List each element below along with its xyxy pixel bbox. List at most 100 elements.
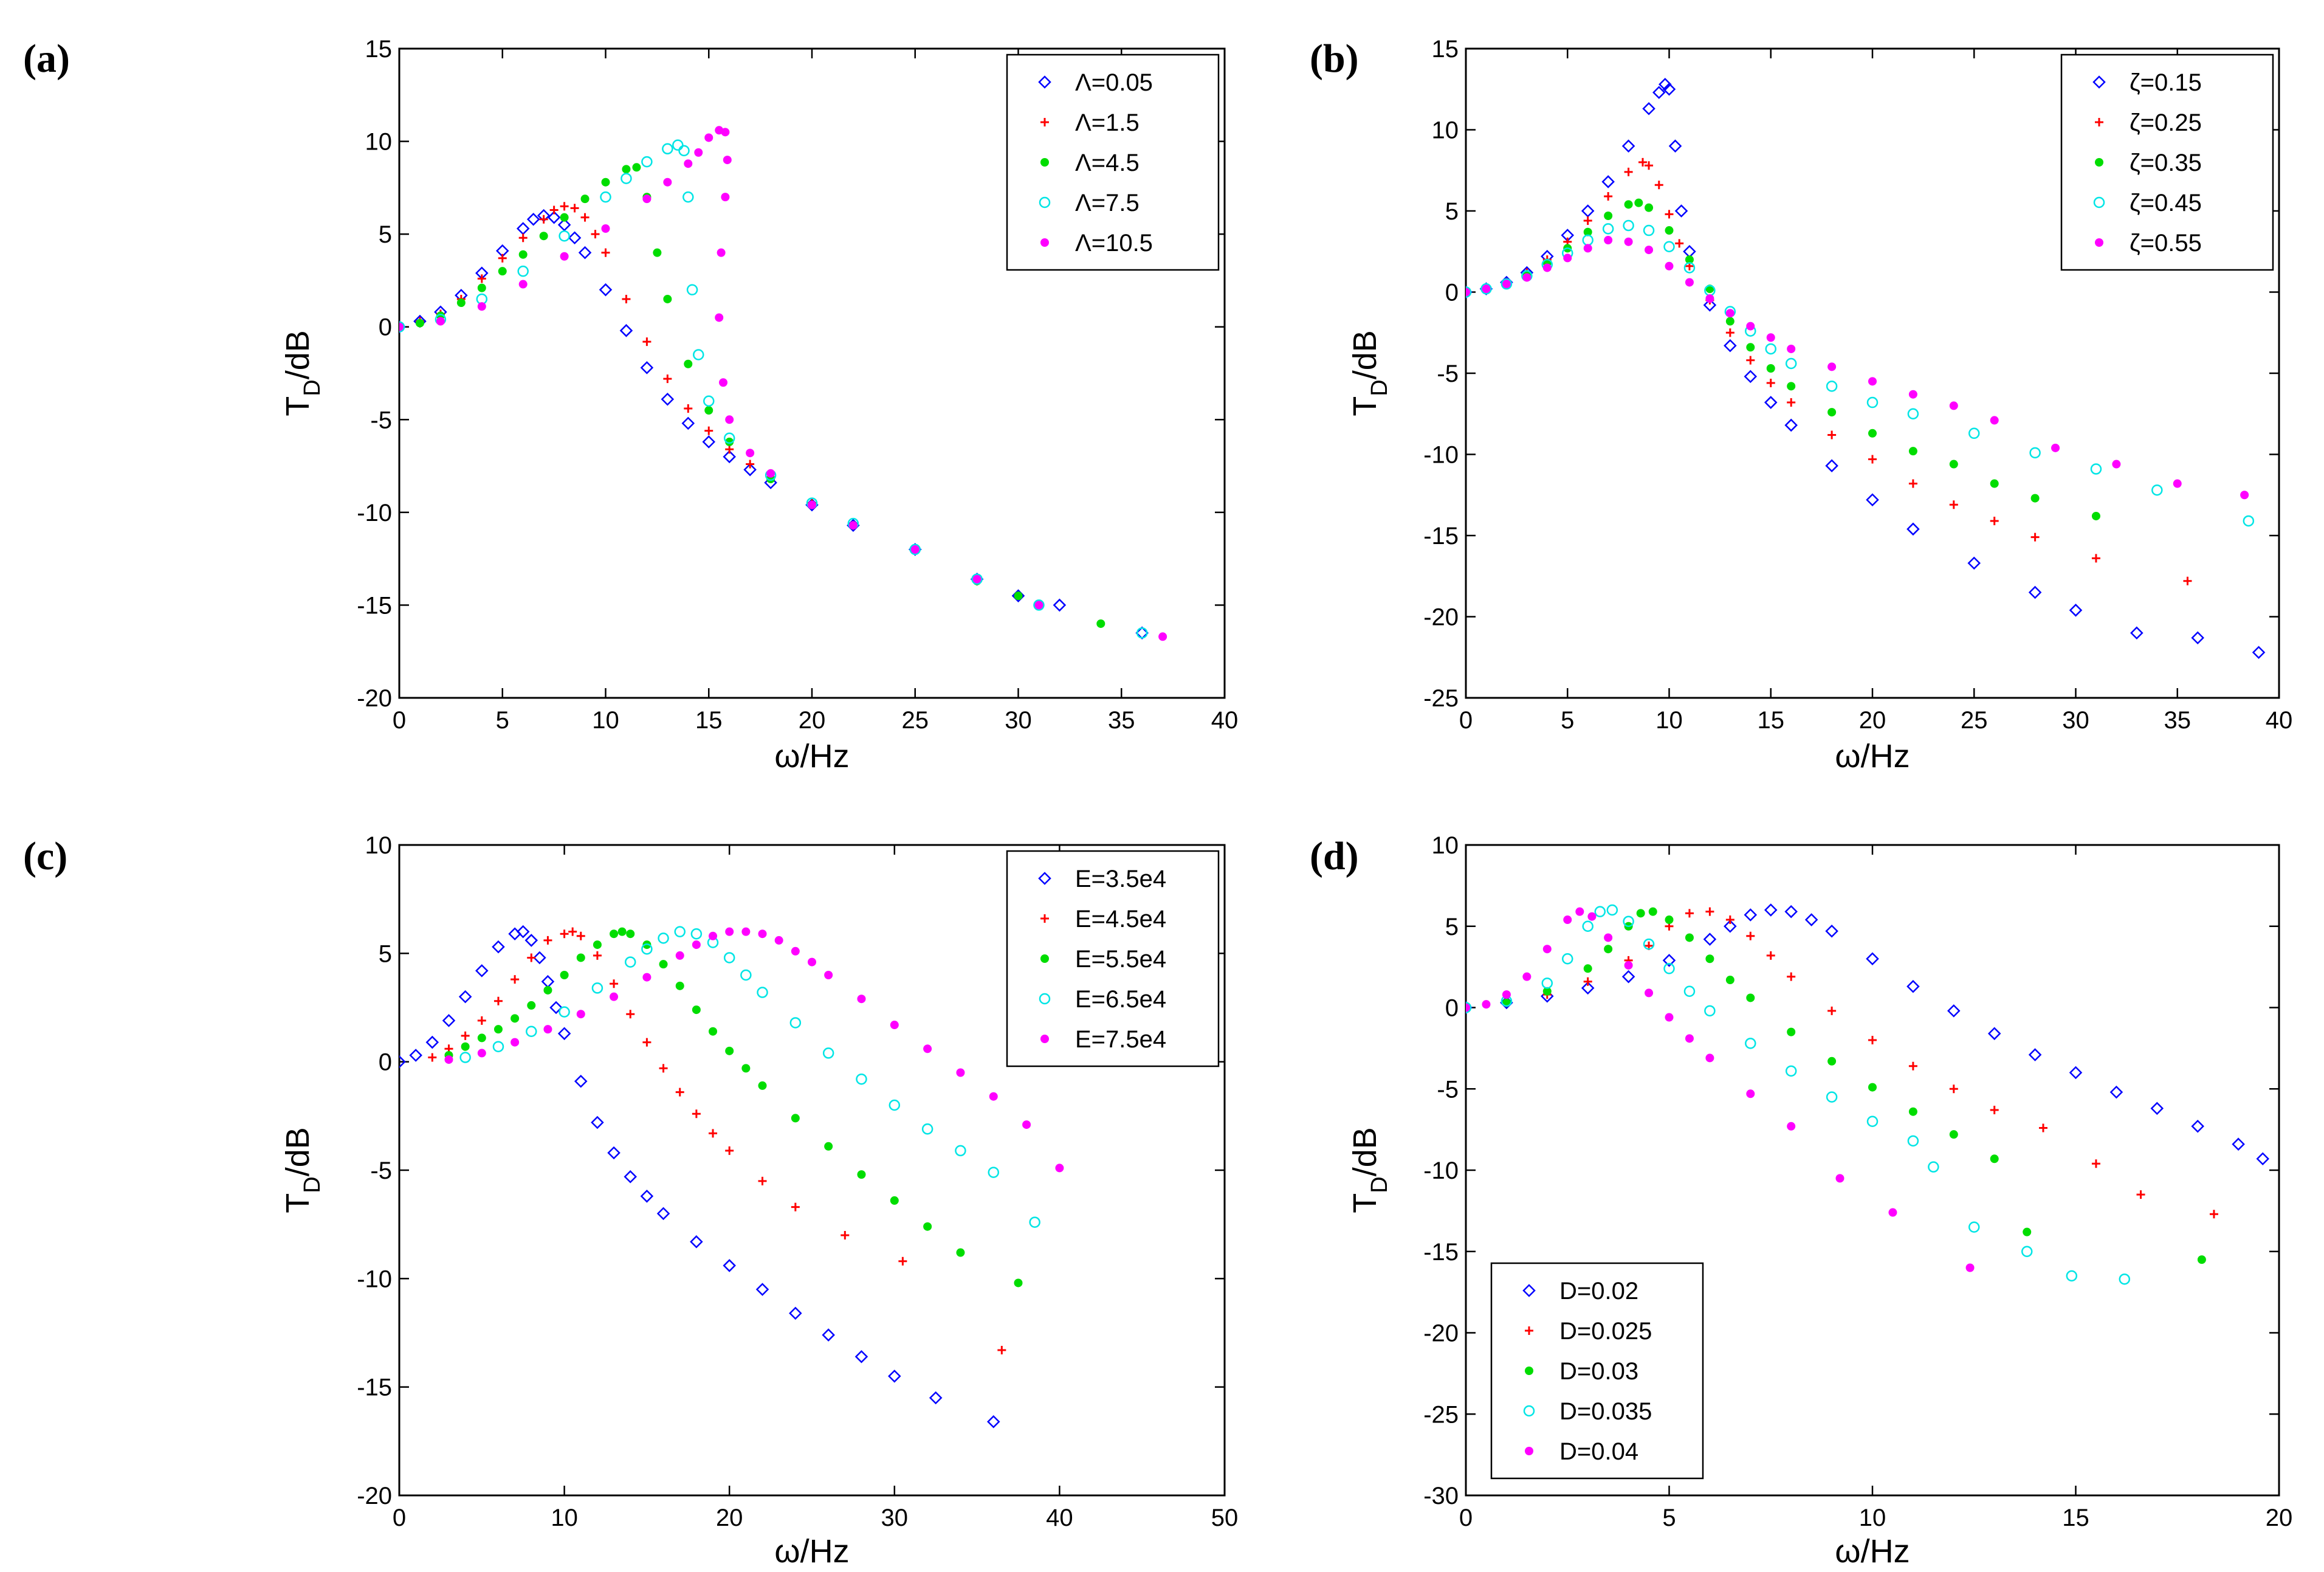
data-point xyxy=(1907,408,1919,419)
data-point xyxy=(539,232,548,241)
data-point xyxy=(1827,408,1837,417)
data-point xyxy=(1746,356,1755,365)
data-point xyxy=(1604,945,1613,954)
data-point xyxy=(2256,1152,2270,1166)
y-tick-label: 10 xyxy=(1432,832,1459,859)
legend-marker xyxy=(1040,118,1049,126)
data-point xyxy=(425,1035,439,1049)
data-point xyxy=(1604,236,1613,245)
data-point xyxy=(1868,455,1877,464)
data-point xyxy=(1868,377,1877,386)
data-point xyxy=(524,934,538,947)
data-point xyxy=(723,1259,736,1272)
data-point xyxy=(923,1044,932,1053)
data-point xyxy=(1606,904,1618,916)
series-4 xyxy=(459,926,1040,1228)
data-point xyxy=(808,957,816,967)
data-point xyxy=(1563,915,1572,925)
data-point xyxy=(1746,343,1755,352)
data-point xyxy=(841,1231,850,1239)
data-point xyxy=(1787,382,1796,391)
data-point xyxy=(1746,931,1755,940)
data-point xyxy=(1725,328,1734,337)
data-point xyxy=(1968,1221,1980,1233)
data-point xyxy=(1466,288,1470,297)
data-point xyxy=(1623,915,1634,927)
data-point xyxy=(2191,631,2204,644)
legend-entry: Λ=1.5 xyxy=(1075,109,1140,136)
data-point xyxy=(593,940,602,950)
data-point xyxy=(1990,1154,1999,1163)
data-point xyxy=(822,1047,834,1059)
data-point xyxy=(2091,1159,2100,1168)
data-point xyxy=(2091,511,2100,520)
data-point xyxy=(516,925,530,939)
data-point xyxy=(641,943,653,955)
data-point xyxy=(610,929,619,939)
data-point xyxy=(574,1074,588,1088)
legend-entry: ζ=0.35 xyxy=(2130,150,2202,176)
legend-entry: D=0.02 xyxy=(1559,1278,1638,1305)
data-point xyxy=(704,133,713,142)
data-point xyxy=(511,1014,520,1023)
y-axis-label-main: T xyxy=(1347,1193,1383,1213)
data-point xyxy=(1502,280,1511,289)
data-point xyxy=(444,1055,453,1064)
data-point xyxy=(725,415,734,424)
data-point xyxy=(1908,390,1917,399)
data-point xyxy=(1648,907,1657,916)
data-point xyxy=(1705,907,1714,916)
data-point xyxy=(704,426,713,435)
y-tick-label: 0 xyxy=(1445,995,1459,1022)
data-point xyxy=(1705,954,1714,964)
data-point xyxy=(1908,479,1917,488)
data-point xyxy=(1663,241,1675,252)
data-point xyxy=(854,1350,868,1363)
data-point xyxy=(1787,1122,1796,1131)
data-point xyxy=(1482,284,1491,294)
data-point xyxy=(758,1176,767,1185)
legend: D=0.02 D=0.025 D=0.03 D=0.035 D=0.04 xyxy=(1490,1262,1704,1480)
panel-2: (b) 0 5 10 15 20 25 30 35 40 -25 -20 -15 -10 -5 0 5 10 15 ω… xyxy=(1310,36,2292,774)
data-point xyxy=(923,1222,932,1231)
data-point xyxy=(1501,278,1513,290)
y-axis-label-main: T xyxy=(280,396,316,416)
data-point xyxy=(1624,237,1633,246)
data-point xyxy=(898,1257,907,1266)
data-point xyxy=(1096,619,1105,628)
x-tick-label: 30 xyxy=(1005,707,1032,734)
x-tick-label: 15 xyxy=(1758,707,1785,734)
legend-marker xyxy=(1038,75,1051,89)
data-point xyxy=(758,929,767,939)
x-axis-label: ω/Hz xyxy=(1835,738,1910,774)
y-tick-label: -15 xyxy=(1423,1239,1459,1266)
data-point xyxy=(997,1346,1006,1355)
data-point xyxy=(2112,460,2121,469)
legend: E=3.5e4 E=4.5e4 E=5.5e4 E=6.5e4 E=7.5e4 xyxy=(1006,850,1220,1067)
data-point xyxy=(1053,598,1067,612)
legend-entry: Λ=7.5 xyxy=(1075,190,1140,216)
data-point xyxy=(1645,246,1654,255)
data-point xyxy=(663,294,672,303)
data-point xyxy=(599,283,613,297)
y-tick-label: -20 xyxy=(357,1483,392,1509)
data-point xyxy=(1724,919,1737,933)
data-point xyxy=(955,1145,966,1157)
data-point xyxy=(1665,226,1674,235)
data-point xyxy=(1868,1083,1877,1092)
data-point xyxy=(2136,1190,2145,1199)
data-point xyxy=(2091,554,2100,563)
data-point xyxy=(409,1049,422,1062)
data-point xyxy=(2151,484,2163,496)
data-point xyxy=(1583,227,1592,236)
legend-entry: D=0.04 xyxy=(1559,1438,1638,1465)
data-point xyxy=(690,928,703,940)
data-point xyxy=(1014,1278,1023,1288)
data-point xyxy=(1466,286,1472,298)
y-tick-label: -20 xyxy=(1423,1320,1459,1347)
y-tick-label: -20 xyxy=(357,685,392,712)
data-point xyxy=(1602,223,1614,235)
data-point xyxy=(1866,396,1879,409)
data-point xyxy=(642,195,651,204)
y-axis-label-main: T xyxy=(1347,396,1383,416)
